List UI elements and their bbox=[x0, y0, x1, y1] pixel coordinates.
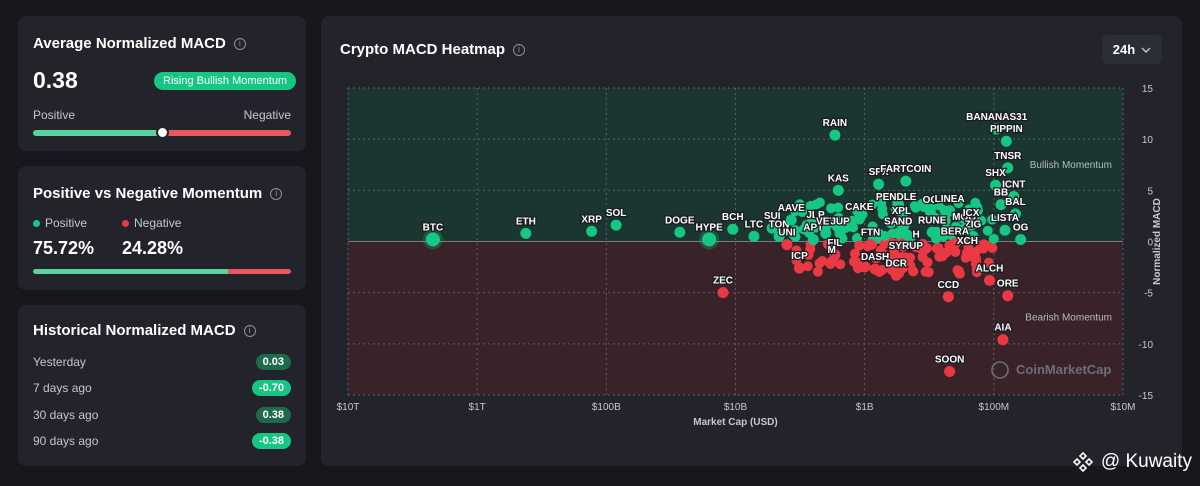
negative-percent: 24.28% bbox=[122, 238, 184, 258]
hist-value-badge: 0.03 bbox=[255, 354, 291, 370]
hist-label: 7 days ago bbox=[33, 381, 92, 395]
historical-title: Historical Normalized MACD bbox=[33, 322, 236, 339]
positive-label: Positive bbox=[33, 108, 76, 122]
info-icon[interactable]: i bbox=[243, 324, 256, 337]
hist-value-badge: -0.70 bbox=[251, 380, 291, 396]
avg-macd-card: Average Normalized MACD i 0.38 Rising Bu… bbox=[18, 16, 306, 151]
negative-legend-label: Negative bbox=[134, 216, 182, 230]
positive-legend-label: Positive bbox=[45, 216, 88, 230]
hist-row-7d: 7 days ago -0.70 bbox=[33, 379, 291, 397]
pos-neg-card: Positive vs Negative Momentum i Positive… bbox=[18, 166, 306, 290]
red-dot-icon bbox=[122, 219, 129, 227]
pos-neg-title: Positive vs Negative Momentum bbox=[33, 185, 263, 202]
timeframe-value: 24h bbox=[1112, 42, 1136, 57]
kuwaity-watermark: @ Kuwaity bbox=[1071, 450, 1192, 474]
info-icon[interactable]: i bbox=[233, 37, 246, 50]
sentiment-slider-track bbox=[33, 130, 291, 136]
chevron-down-icon bbox=[1141, 47, 1151, 53]
binance-logo-icon bbox=[1072, 451, 1094, 473]
positive-legend: Positive bbox=[33, 216, 87, 230]
heatmap-title-row: Crypto MACD Heatmap i bbox=[340, 41, 526, 58]
ratio-positive-segment bbox=[33, 269, 229, 274]
hist-value-badge: 0.38 bbox=[255, 407, 291, 423]
historical-card: Historical Normalized MACD i Yesterday 0… bbox=[18, 305, 306, 466]
avg-macd-title-row: Average Normalized MACD i bbox=[33, 35, 246, 52]
hist-label: Yesterday bbox=[33, 355, 86, 369]
hist-row-30d: 30 days ago 0.38 bbox=[33, 406, 291, 424]
hist-label: 90 days ago bbox=[33, 434, 99, 448]
pos-neg-title-row: Positive vs Negative Momentum i bbox=[33, 185, 283, 202]
positive-percent: 75.72% bbox=[33, 238, 95, 258]
hist-row-yesterday: Yesterday 0.03 bbox=[33, 353, 291, 371]
slider-positive-segment bbox=[33, 130, 162, 136]
author-handle: @ Kuwaity bbox=[1100, 451, 1192, 472]
ratio-negative-segment bbox=[228, 269, 291, 274]
heatmap-card bbox=[321, 16, 1182, 466]
slider-knob[interactable] bbox=[156, 126, 169, 139]
timeframe-dropdown[interactable]: 24h bbox=[1102, 35, 1162, 64]
hist-row-90d: 90 days ago -0.38 bbox=[33, 432, 291, 450]
info-icon[interactable]: i bbox=[513, 43, 526, 56]
momentum-badge: Rising Bullish Momentum bbox=[154, 72, 297, 90]
historical-title-row: Historical Normalized MACD i bbox=[33, 322, 256, 339]
hist-label: 30 days ago bbox=[33, 408, 99, 422]
hist-value-badge: -0.38 bbox=[251, 433, 291, 449]
momentum-ratio-bar bbox=[33, 269, 291, 274]
avg-macd-value: 0.38 bbox=[33, 67, 78, 93]
green-dot-icon bbox=[33, 219, 40, 227]
slider-negative-segment bbox=[162, 130, 291, 136]
info-icon[interactable]: i bbox=[270, 187, 283, 200]
negative-legend: Negative bbox=[122, 216, 181, 230]
avg-macd-title: Average Normalized MACD bbox=[33, 35, 226, 52]
negative-label: Negative bbox=[243, 108, 291, 122]
heatmap-title: Crypto MACD Heatmap bbox=[340, 41, 506, 58]
